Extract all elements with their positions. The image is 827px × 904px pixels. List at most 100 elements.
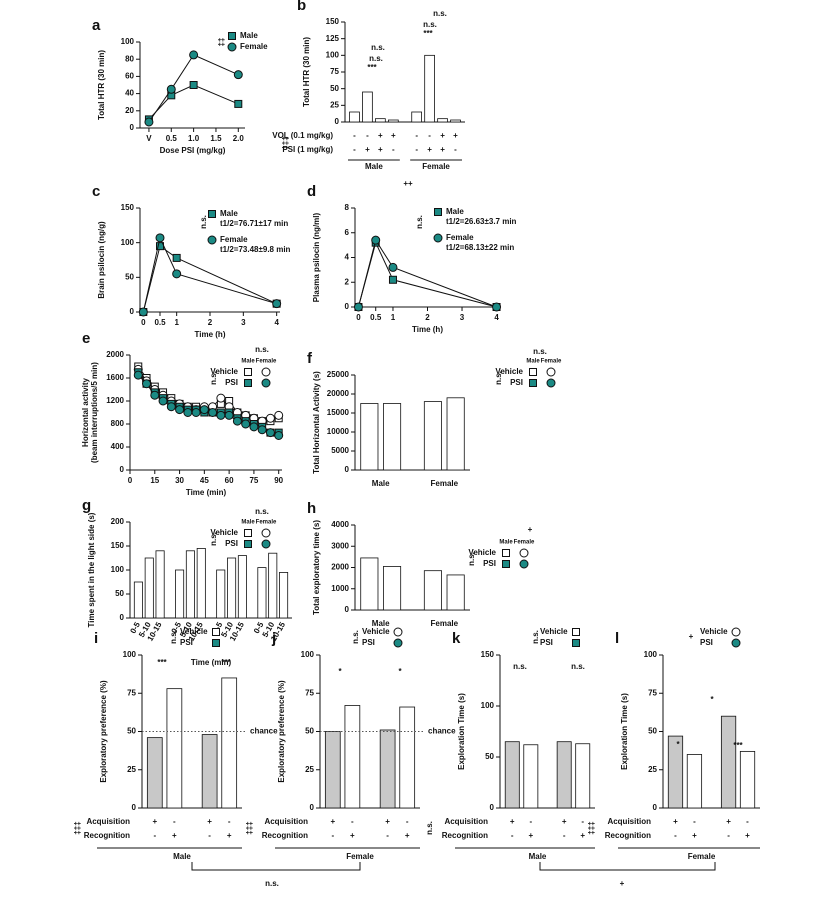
annotation: n.s. [571,662,585,671]
legend-marker [433,233,443,243]
row-label: Acquisition [444,817,488,826]
group-label: Male [365,162,383,171]
annotation: n.s. [209,532,218,546]
data-point [175,405,185,415]
y-axis-label: Exploration Time (s) [457,693,466,770]
x-tick-label: 4 [494,313,499,322]
bar [216,569,226,619]
x-tick-label: 2.0 [233,134,245,143]
annotation: * [338,667,342,676]
y-tick-label: 20 [125,106,134,115]
data-point [388,262,398,272]
panel-letter: j [271,630,276,647]
annotation: n.s. [533,347,547,356]
y-axis-label: Total HTR (30 min) [302,37,311,107]
bar [388,119,399,123]
annotation: n.s. [531,630,540,644]
y-tick-label: 100 [121,37,135,46]
annotation: ‡‡‡ [73,821,82,834]
panel-letter: b [297,0,306,14]
data-point [166,402,176,412]
legend-marker [207,235,217,245]
y-tick-label: 80 [125,54,134,63]
y-axis-label: (beam interruptions/5 min) [90,362,99,463]
row-sign: + [330,817,335,826]
legend-label: Male [240,31,258,40]
x-tick-label: 0.5 [166,134,178,143]
data-point [216,410,226,420]
bar [411,111,422,123]
annotation: n.s. [425,821,434,835]
legend-label: PSI [362,638,375,647]
row-sign: - [454,145,457,154]
y-tick-label: 40 [125,89,134,98]
data-point [150,390,160,400]
annotation: n.s. [369,54,383,63]
y-tick-label: 25000 [327,370,350,379]
data-point [249,422,259,432]
bar [739,750,756,809]
data-point [234,99,243,108]
bar [201,734,218,809]
legend-marker [393,627,403,637]
data-point [272,299,282,309]
data-point [155,233,165,243]
data-point [189,81,198,89]
data-point [353,302,363,312]
legend-marker [261,367,271,377]
series-line [357,241,497,308]
legend-label: PSI [180,638,193,647]
bar [362,91,373,123]
row-sign: + [172,831,177,840]
x-tick-label: V [146,134,152,143]
legend-column: Female [541,359,562,365]
row-label: Acquisition [86,817,130,826]
legend-marker [519,548,529,558]
panel-letter: l [615,630,619,647]
row-label: Acquisition [607,817,651,826]
series-line [142,236,277,313]
legend-marker [244,379,252,387]
y-tick-label: 75 [305,688,314,697]
bar [375,118,386,123]
row-label: Recognition [605,831,651,840]
y-tick-label: 0 [120,465,125,474]
y-tick-label: 5000 [331,446,349,455]
y-axis-label: Total Horizontal Activity (s) [312,371,321,474]
legend-note: t1/2=73.48±9.8 min [220,245,291,254]
bar [383,403,402,471]
data-point [199,405,209,415]
panel-letter: f [307,350,313,367]
bar [686,754,703,809]
row-sign: + [365,145,370,154]
legend-marker [261,539,271,549]
bar [383,566,402,611]
annotation: n.s. [371,43,385,52]
annotation: n.s. [255,345,269,354]
bar [185,550,195,619]
series-line [148,84,239,120]
y-tick-label: 150 [481,650,495,659]
x-tick-label: 4 [274,318,279,327]
legend-row: Vehicle [210,367,238,376]
row-sign: - [392,145,395,154]
chance-label: chance [250,727,278,736]
legend-label: Vehicle [540,627,568,636]
y-tick-label: 1200 [106,396,124,405]
bar [399,706,416,809]
annotation: + [689,632,694,641]
y-tick-label: 0 [310,803,315,812]
annotation: ‡‡‡ [245,821,254,834]
y-tick-label: 8 [345,203,350,212]
x-tick-label: 1.0 [188,134,200,143]
data-point [208,408,218,417]
y-tick-label: 4000 [331,520,349,529]
data-point [224,410,234,420]
panel-letter: i [94,630,98,647]
panel-letter: c [92,183,100,200]
annotation: n.s. [169,630,178,644]
y-axis-label: Exploration Time (s) [620,693,629,770]
legend-marker [261,378,271,388]
data-point [265,428,275,438]
bar [360,557,379,611]
